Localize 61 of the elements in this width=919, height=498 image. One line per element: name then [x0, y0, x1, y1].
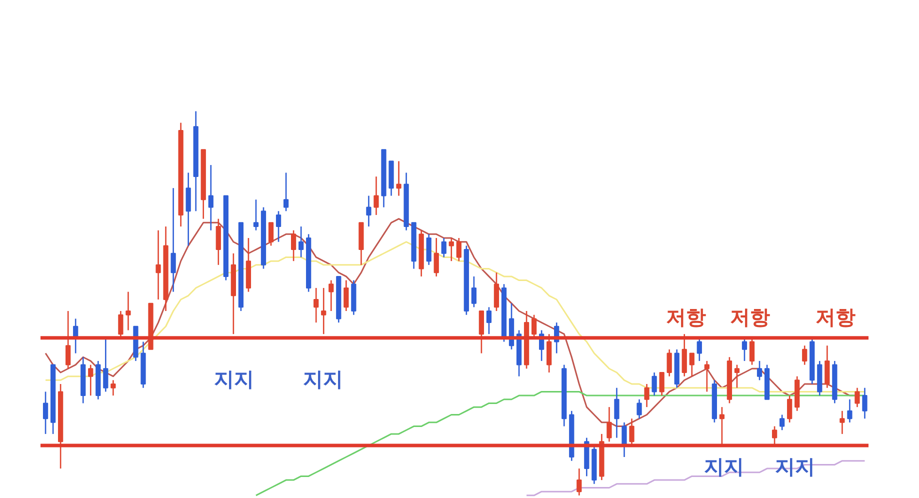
- candlestick: [802, 344, 808, 366]
- annotation: 저항: [815, 304, 856, 329]
- candlestick: [216, 218, 221, 266]
- candlestick: [734, 364, 740, 389]
- annotation: 지지: [214, 367, 254, 392]
- candlestick: [652, 372, 657, 396]
- candlestick: [486, 306, 492, 335]
- candlestick: [126, 291, 131, 331]
- candlestick: [448, 237, 454, 262]
- candlestick: [253, 198, 259, 231]
- candlestick: [456, 237, 462, 262]
- candlestick: [156, 230, 161, 300]
- candlestick: [42, 391, 48, 435]
- candlestick: [614, 387, 620, 438]
- candlestick: [636, 398, 642, 420]
- candlestick: [441, 237, 446, 258]
- candlestick: [366, 195, 372, 228]
- annotation: 지지: [704, 454, 744, 479]
- candlestick: [344, 280, 349, 312]
- candlestick: [696, 337, 702, 362]
- candlestick: [494, 272, 500, 312]
- candlestick: [110, 380, 116, 396]
- candlestick: [824, 344, 830, 389]
- annotation: 지지: [302, 367, 343, 392]
- candlestick: [276, 210, 282, 243]
- candlestick: [862, 387, 868, 420]
- candlestick: [290, 230, 296, 262]
- candlestick: [787, 394, 792, 424]
- candlestick: [471, 276, 476, 308]
- candlestick: [208, 164, 214, 231]
- annotation: 지지: [774, 454, 815, 479]
- candlestick: [756, 360, 762, 381]
- candlestick: [622, 422, 627, 458]
- candlestick: [606, 406, 612, 442]
- candlestick: [298, 226, 304, 258]
- candlestick: [426, 234, 432, 266]
- candlestick: [847, 398, 852, 424]
- candlestick: [186, 172, 191, 246]
- candlestick: [314, 287, 319, 324]
- candlestick: [576, 468, 582, 496]
- candlestick: [434, 237, 439, 278]
- candlestick: [742, 337, 748, 362]
- candlestick: [396, 160, 402, 196]
- candlestick: [321, 287, 326, 335]
- candlestick: [854, 387, 860, 408]
- candlestick: [88, 364, 94, 396]
- candlestick: [780, 414, 785, 431]
- annotation: 저항: [730, 304, 770, 329]
- annotation: 저항: [666, 304, 706, 329]
- candlestick: [689, 352, 694, 377]
- candlestick: [659, 372, 664, 396]
- candlestick: [268, 222, 274, 246]
- candlestick: [374, 176, 379, 216]
- candlestick: [644, 383, 650, 408]
- candlestick: [170, 187, 176, 292]
- candlestick: [666, 348, 672, 377]
- candlestick: [704, 360, 710, 392]
- candlestick: [103, 337, 108, 392]
- candlestick: [283, 172, 289, 212]
- candlestick: [328, 280, 334, 312]
- candlestick: [840, 410, 845, 435]
